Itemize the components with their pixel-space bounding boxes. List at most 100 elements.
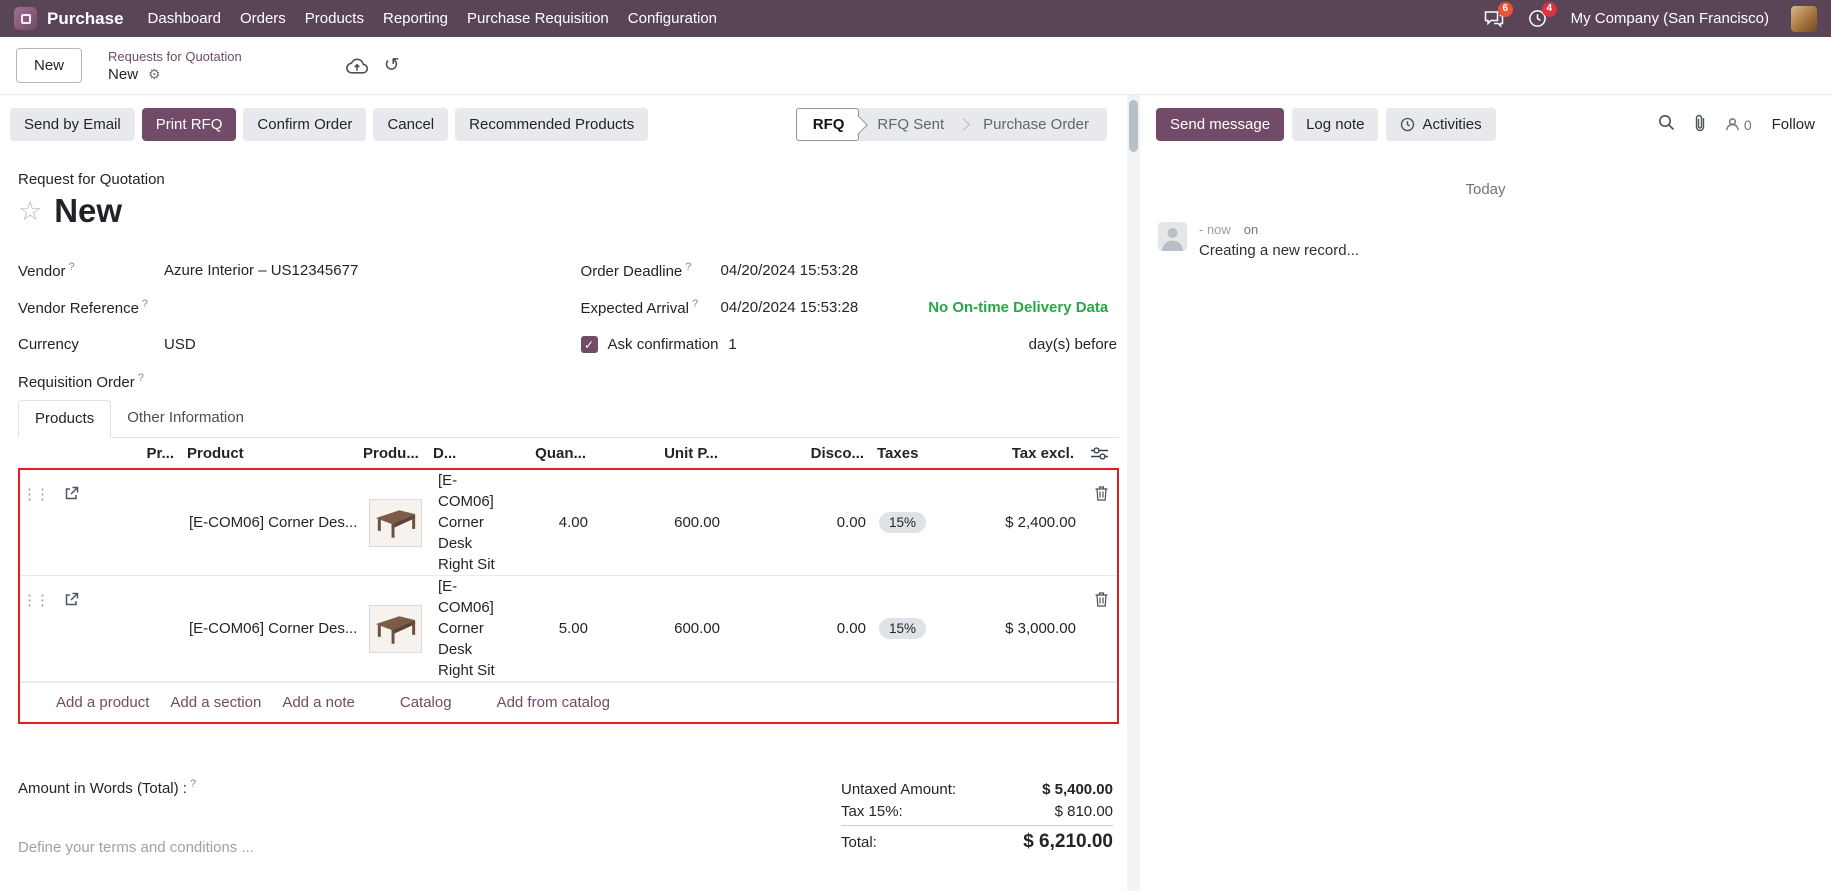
message-avatar — [1158, 222, 1187, 251]
followers-button[interactable]: 0 — [1725, 117, 1752, 133]
confirmation-days-input[interactable]: 1 — [728, 336, 737, 353]
untaxed-amount-label: Untaxed Amount: — [841, 780, 957, 798]
scrollbar[interactable] — [1127, 95, 1140, 891]
col-header-taxes[interactable]: Taxes — [877, 445, 919, 462]
odoo-logo-icon[interactable] — [14, 7, 37, 30]
nav-item-products[interactable]: Products — [304, 10, 364, 27]
activities-icon[interactable]: 4 — [1527, 1, 1557, 30]
vendor-field[interactable]: Azure Interior – US12345677 — [164, 262, 359, 279]
order-deadline-label: Order Deadline? — [580, 261, 692, 280]
nav-item-purchase-requisition[interactable]: Purchase Requisition — [467, 10, 609, 27]
help-icon[interactable]: ? — [189, 778, 197, 790]
log-note-button[interactable]: Log note — [1292, 108, 1379, 141]
statusbar-step-rfq-sent[interactable]: RFQ Sent — [877, 116, 945, 133]
recommended-products-button[interactable]: Recommended Products — [455, 108, 649, 141]
confirm-order-button[interactable]: Confirm Order — [243, 108, 367, 141]
form-sheet: Request for Quotation ☆ New Vendor? Azur… — [0, 153, 1127, 891]
order-line-row-2[interactable]: ⋮⋮ [E-COM06] Corner Des... — [20, 576, 1117, 682]
activities-button[interactable]: Activities — [1386, 108, 1496, 141]
optional-columns-icon[interactable] — [1082, 447, 1116, 460]
quantity-cell[interactable]: 4.00 — [558, 514, 588, 531]
description-cell[interactable]: [E-COM06] Corner Desk Right Sit — [438, 578, 495, 679]
scrollbar-thumb[interactable] — [1129, 100, 1138, 152]
statusbar-step-rfq[interactable]: RFQ — [795, 108, 860, 141]
help-icon[interactable]: ? — [137, 372, 144, 384]
order-line-row-1[interactable]: ⋮⋮ [E-COM06] Corner Des... — [20, 470, 1117, 576]
nav-item-dashboard[interactable]: Dashboard — [147, 10, 221, 27]
nav-item-reporting[interactable]: Reporting — [382, 10, 449, 27]
col-header-pr[interactable]: Pr... — [146, 445, 174, 462]
col-header-product-image[interactable]: Produ... — [363, 445, 419, 462]
messages-icon[interactable]: 6 — [1483, 1, 1513, 30]
expected-arrival-label: Expected Arrival? — [580, 298, 699, 317]
nav-item-configuration[interactable]: Configuration — [627, 10, 718, 27]
delete-line-icon[interactable] — [1084, 576, 1118, 681]
col-header-description[interactable]: D... — [433, 445, 457, 462]
product-cell[interactable]: [E-COM06] Corner Des... — [189, 620, 358, 637]
attachments-icon[interactable] — [1695, 114, 1705, 136]
help-icon[interactable]: ? — [141, 298, 149, 310]
print-rfq-button[interactable]: Print RFQ — [141, 108, 237, 141]
company-switcher[interactable]: My Company (San Francisco) — [1570, 10, 1769, 27]
save-cloud-icon[interactable] — [345, 58, 368, 74]
terms-placeholder[interactable]: Define your terms and conditions ... — [18, 839, 254, 856]
drag-handle-icon[interactable]: ⋮⋮ — [22, 486, 50, 503]
tax-badge[interactable]: 15% — [879, 512, 927, 533]
add-from-catalog-link[interactable]: Add from catalog — [496, 694, 610, 711]
taxes-cell[interactable]: 15% — [874, 470, 964, 575]
statusbar-step-purchase-order[interactable]: Purchase Order — [983, 116, 1089, 133]
app-name[interactable]: Purchase — [47, 8, 124, 28]
taxes-cell[interactable]: 15% — [874, 576, 964, 681]
delete-line-icon[interactable] — [1084, 470, 1118, 575]
col-header-quantity[interactable]: Quan... — [535, 445, 586, 462]
send-by-email-button[interactable]: Send by Email — [10, 108, 135, 141]
help-icon[interactable]: ? — [68, 261, 75, 273]
tab-other-information[interactable]: Other Information — [127, 409, 244, 426]
drag-handle-icon[interactable]: ⋮⋮ — [22, 592, 50, 609]
open-record-icon[interactable] — [50, 576, 92, 681]
breadcrumb-parent[interactable]: Requests for Quotation — [108, 48, 242, 64]
discard-changes-icon[interactable]: ↺ — [383, 55, 400, 76]
col-header-product[interactable]: Product — [187, 445, 244, 462]
currency-field[interactable]: USD — [164, 336, 196, 353]
pr-cell — [92, 576, 184, 681]
send-message-button[interactable]: Send message — [1156, 108, 1285, 141]
user-avatar[interactable] — [1791, 5, 1817, 32]
unit-price-cell[interactable]: 600.00 — [674, 514, 720, 531]
gear-icon[interactable]: ⚙ — [148, 65, 161, 82]
unit-price-cell[interactable]: 600.00 — [674, 620, 720, 637]
search-messages-icon[interactable] — [1658, 114, 1675, 135]
help-icon[interactable]: ? — [691, 298, 699, 310]
add-a-note-link[interactable]: Add a note — [282, 694, 355, 711]
catalog-link[interactable]: Catalog — [399, 694, 452, 711]
breadcrumb-current: New — [108, 65, 139, 83]
new-button[interactable]: New — [16, 48, 83, 83]
help-icon[interactable]: ? — [685, 261, 692, 273]
table-footer-links: Add a product Add a section Add a note C… — [20, 682, 1117, 722]
add-a-product-link[interactable]: Add a product — [56, 694, 150, 711]
tax-badge[interactable]: 15% — [879, 618, 927, 639]
open-record-icon[interactable] — [50, 470, 92, 575]
description-cell[interactable]: [E-COM06] Corner Desk Right Sit — [438, 472, 495, 573]
tab-products[interactable]: Products — [18, 400, 112, 438]
add-a-section-link[interactable]: Add a section — [170, 694, 262, 711]
col-header-unit-price[interactable]: Unit P... — [664, 445, 718, 462]
col-header-tax-excl[interactable]: Tax excl. — [1011, 445, 1074, 462]
date-separator: Today — [1465, 181, 1506, 198]
discount-cell[interactable]: 0.00 — [836, 620, 866, 637]
logo-grid-icon — [20, 13, 31, 24]
ask-confirmation-label[interactable]: Ask confirmation — [607, 336, 719, 353]
nav-item-orders[interactable]: Orders — [239, 10, 286, 27]
expected-arrival-field[interactable]: 04/20/2024 15:53:28 — [720, 299, 859, 316]
product-cell[interactable]: [E-COM06] Corner Des... — [189, 514, 358, 531]
discount-cell[interactable]: 0.00 — [836, 514, 866, 531]
on-time-delivery-link[interactable]: No On-time Delivery Data — [928, 299, 1109, 316]
quantity-cell[interactable]: 5.00 — [558, 620, 588, 637]
ask-confirmation-checkbox[interactable]: ✓ — [580, 336, 598, 353]
col-header-discount[interactable]: Disco... — [810, 445, 864, 462]
record-title[interactable]: New — [54, 192, 123, 229]
follow-button[interactable]: Follow — [1771, 116, 1815, 133]
cancel-button[interactable]: Cancel — [373, 108, 449, 141]
order-deadline-field[interactable]: 04/20/2024 15:53:28 — [720, 262, 859, 279]
favorite-star-icon[interactable]: ☆ — [18, 195, 43, 226]
